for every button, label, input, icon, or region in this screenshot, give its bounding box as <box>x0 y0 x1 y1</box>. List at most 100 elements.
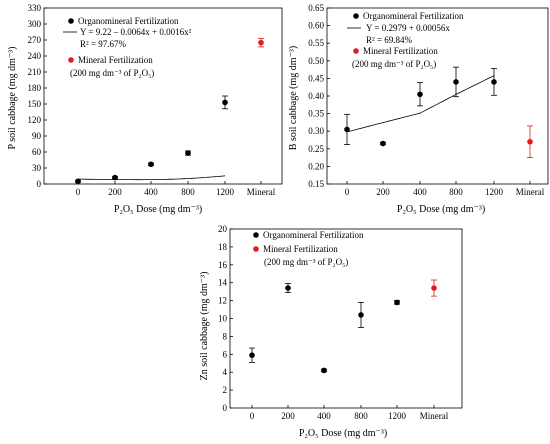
p-x-tick-label: 800 <box>181 187 195 197</box>
zn-legend-organo-marker <box>253 232 259 238</box>
b-x-tick-label: 800 <box>449 187 463 197</box>
zn-y-tick-label: 12 <box>218 296 227 306</box>
b-y-tick-label: 0.35 <box>308 109 324 119</box>
b-y-tick-label: 0.25 <box>308 144 324 154</box>
p-fit-curve <box>78 175 226 181</box>
b-y-tick-label: 0.15 <box>308 179 324 189</box>
b-legend: Organomineral Fertilization Y = 0.2979 +… <box>347 11 464 69</box>
b-organo-point <box>344 126 350 133</box>
zn-y-tick-label: 8 <box>223 331 228 341</box>
zn-x-axis-title: P₂O₅ Dose (mg dm⁻³) <box>299 428 387 439</box>
b-y-tick-label: 0.65 <box>308 3 324 13</box>
p-y-tick-label: 30 <box>32 163 42 173</box>
zn-x-tick-label: 800 <box>354 411 368 421</box>
b-x-tick-label: Mineral <box>516 187 545 197</box>
b-plot-frame <box>326 7 549 185</box>
p-legend-organo-label: Organomineral Fertilization <box>78 16 179 26</box>
p-y-tick-label: 90 <box>32 131 42 141</box>
p-y-tick-label: 240 <box>28 51 42 61</box>
zn-legend-mineral-sublabel: (200 mg dm⁻³ of P₂O₅) <box>264 257 348 267</box>
zn-y-tick-label: 16 <box>218 260 228 270</box>
b-y-tick-label: 0.60 <box>308 21 324 31</box>
p-organo-point <box>222 99 228 106</box>
zn-y-tick-label: 4 <box>223 367 228 377</box>
p-x-axis-title: P₂O₅ Dose (mg dm⁻³) <box>114 204 202 215</box>
b-y-tick-label: 0.45 <box>308 73 324 83</box>
p-x-tick-label: 1200 <box>216 187 235 197</box>
b-x-tick-label: 1200 <box>485 187 504 197</box>
zn-organo-point <box>394 299 400 306</box>
b-y-tick-label: 0.30 <box>308 126 324 136</box>
b-fit-curve <box>346 75 495 133</box>
b-legend-mineral-marker <box>353 48 359 54</box>
zn-panel: Zn soil cabbage (mg dm⁻³) P₂O₅ Dose (mg … <box>199 224 463 439</box>
zn-y-axis-title: Zn soil cabbage (mg dm⁻³) <box>199 272 210 381</box>
p-panel: P soil cabbage (mg dm⁻³) P₂O₅ Dose (mg d… <box>7 3 283 215</box>
b-organo-point <box>453 79 459 85</box>
b-x-tick-label: 0 <box>345 187 350 197</box>
zn-x-tick-label: 1200 <box>388 411 407 421</box>
p-organo-point <box>75 178 81 185</box>
zn-legend: Organomineral Fertilization Mineral Fert… <box>253 230 364 267</box>
b-fit-equation: Y = 0.2979 + 0.00056x <box>366 23 450 33</box>
b-x-axis-title: P₂O₅ Dose (mg dm⁻³) <box>397 204 485 215</box>
p-x-tick-label: Mineral <box>247 187 276 197</box>
p-organo-point <box>185 150 191 156</box>
b-panel: B soil cabbage (mg dm⁻³) P₂O₅ Dose (mg d… <box>288 3 549 215</box>
zn-organo-point <box>358 312 364 318</box>
p-y-tick-label: 150 <box>28 99 42 109</box>
b-legend-mineral-label: Mineral Fertilization <box>363 46 438 56</box>
b-y-tick-label: 0.55 <box>308 38 324 48</box>
p-organo-point <box>112 174 118 181</box>
p-legend-mineral-marker <box>68 57 74 63</box>
b-y-axis-title: B soil cabbage (mg dm⁻³) <box>288 46 299 150</box>
p-y-tick-label: 330 <box>28 3 42 13</box>
p-fit-r2: R² = 97.67% <box>80 39 127 49</box>
b-x-tick-label: 200 <box>376 187 390 197</box>
p-organo-point <box>148 161 154 168</box>
p-y-tick-label: 0 <box>37 179 42 189</box>
zn-y-tick-label: 18 <box>218 242 228 252</box>
p-x-tick-label: 400 <box>144 187 158 197</box>
b-mineral-point <box>527 138 533 145</box>
zn-y-tick-label: 0 <box>223 403 228 413</box>
b-x-tick-label: 400 <box>413 187 427 197</box>
b-y-tick-label: 0.40 <box>308 91 324 101</box>
p-x-tick-label: 0 <box>76 187 81 197</box>
p-y-tick-label: 300 <box>28 19 42 29</box>
p-x-tick-label: 200 <box>108 187 122 197</box>
zn-x-tick-label: 200 <box>281 411 295 421</box>
zn-legend-mineral-marker <box>253 246 259 252</box>
p-y-axis-title: P soil cabbage (mg dm⁻³) <box>7 47 18 150</box>
p-legend-organo-marker <box>68 18 74 24</box>
b-organo-point <box>417 91 423 98</box>
zn-legend-mineral-label: Mineral Fertilization <box>263 244 338 254</box>
zn-organo-point <box>249 352 255 358</box>
zn-mineral-point <box>431 285 437 291</box>
p-mineral-point <box>258 39 264 46</box>
p-fit-equation: Y = 9.22 – 0.0064x + 0.0016x² <box>80 27 192 37</box>
b-y-tick-label: 0.50 <box>308 56 324 66</box>
zn-x-tick-label: 0 <box>250 411 255 421</box>
zn-y-tick-label: 10 <box>218 314 228 324</box>
p-plot-frame <box>43 7 283 185</box>
p-legend-mineral-sublabel: (200 mg dm⁻³ of P₂O₅) <box>70 68 154 78</box>
b-legend-organo-marker <box>353 13 359 19</box>
b-y-tick-label: 0.20 <box>308 161 324 171</box>
p-y-tick-label: 120 <box>28 115 42 125</box>
p-y-tick-label: 180 <box>28 83 42 93</box>
zn-organo-point <box>321 367 327 374</box>
p-y-tick-label: 210 <box>28 67 42 77</box>
zn-legend-organo-label: Organomineral Fertilization <box>263 230 364 240</box>
b-organo-point <box>380 140 386 147</box>
b-legend-mineral-sublabel: (200 mg dm⁻³ of P₂O₅) <box>352 59 436 69</box>
zn-y-tick-label: 6 <box>223 349 228 359</box>
zn-y-tick-label: 20 <box>218 224 228 234</box>
zn-plot-frame <box>229 228 463 409</box>
p-y-tick-label: 60 <box>32 147 42 157</box>
b-legend-organo-label: Organomineral Fertilization <box>363 11 464 21</box>
zn-x-tick-label: Mineral <box>420 411 449 421</box>
b-organo-point <box>491 79 497 85</box>
zn-y-tick-label: 2 <box>223 385 228 395</box>
p-y-tick-label: 270 <box>28 35 42 45</box>
